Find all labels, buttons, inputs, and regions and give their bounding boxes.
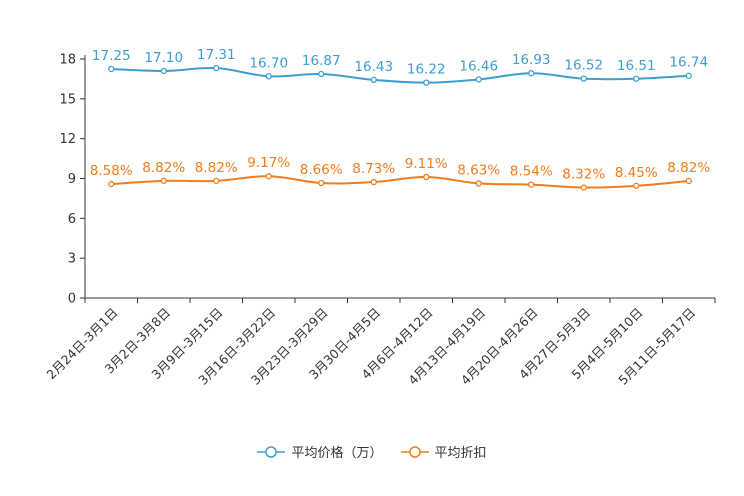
data-label-0: 16.51 xyxy=(617,58,656,74)
legend-item-price[interactable]: 平均价格（万） xyxy=(257,442,383,461)
data-label-1: 8.82% xyxy=(195,160,238,176)
data-point-0 xyxy=(370,76,377,83)
data-point-1 xyxy=(318,179,325,187)
data-label-1: 9.17% xyxy=(247,155,290,171)
data-point-1 xyxy=(108,180,115,188)
data-label-0: 16.52 xyxy=(564,58,603,74)
data-point-0 xyxy=(633,75,640,82)
data-point-1 xyxy=(475,180,482,187)
y-tick-label: 15 xyxy=(59,92,76,107)
series-line-0 xyxy=(111,67,689,84)
legend-item-discount[interactable]: 平均折扣 xyxy=(400,442,487,461)
data-label-0: 16.87 xyxy=(302,53,341,69)
data-label-1: 8.54% xyxy=(510,164,553,180)
data-label-0: 16.93 xyxy=(512,52,551,68)
data-label-1: 8.45% xyxy=(615,165,658,181)
data-point-0 xyxy=(108,65,115,73)
legend-swatch-discount xyxy=(400,445,429,458)
data-point-0 xyxy=(475,76,482,83)
data-point-0 xyxy=(685,72,692,79)
data-point-1 xyxy=(370,178,377,186)
y-tick-label: 18 xyxy=(59,53,76,68)
legend: 平均价格（万） 平均折扣 xyxy=(0,442,744,461)
y-tick-label: 12 xyxy=(59,132,76,147)
data-point-1 xyxy=(265,173,272,180)
data-point-1 xyxy=(213,177,220,185)
data-label-0: 17.10 xyxy=(144,50,183,66)
data-label-1: 8.58% xyxy=(90,163,133,179)
legend-label-price: 平均价格（万） xyxy=(291,446,383,461)
data-label-0: 16.43 xyxy=(354,59,393,75)
data-point-1 xyxy=(160,177,167,185)
data-label-0: 16.74 xyxy=(669,55,708,71)
data-label-0: 16.46 xyxy=(459,58,498,74)
legend-label-discount: 平均折扣 xyxy=(434,446,487,461)
data-label-1: 9.11% xyxy=(405,156,448,172)
data-point-1 xyxy=(423,173,430,181)
y-tick-label: 6 xyxy=(68,212,76,227)
data-point-1 xyxy=(633,182,640,189)
data-point-1 xyxy=(580,184,587,191)
data-point-0 xyxy=(423,79,430,86)
data-label-0: 17.31 xyxy=(197,47,236,63)
y-tick-label: 3 xyxy=(68,252,76,267)
data-label-1: 8.73% xyxy=(352,161,395,177)
data-label-1: 8.82% xyxy=(667,160,710,176)
data-point-0 xyxy=(213,65,220,72)
data-label-1: 8.82% xyxy=(142,160,185,176)
data-label-0: 17.25 xyxy=(92,48,131,64)
data-label-1: 8.63% xyxy=(457,162,500,178)
y-tick-label: 9 xyxy=(68,172,76,187)
data-point-1 xyxy=(685,177,692,185)
series-line-1 xyxy=(111,175,689,189)
data-label-1: 8.66% xyxy=(300,162,343,178)
data-label-1: 8.32% xyxy=(562,167,605,183)
data-label-0: 16.22 xyxy=(407,62,446,78)
data-point-0 xyxy=(528,70,535,77)
data-point-0 xyxy=(265,73,272,80)
y-tick-label: 0 xyxy=(68,292,76,307)
data-label-0: 16.70 xyxy=(249,55,288,71)
legend-swatch-price xyxy=(257,445,286,458)
data-point-0 xyxy=(318,70,325,78)
data-point-1 xyxy=(528,181,535,188)
data-point-0 xyxy=(160,67,167,75)
data-point-0 xyxy=(580,75,587,82)
